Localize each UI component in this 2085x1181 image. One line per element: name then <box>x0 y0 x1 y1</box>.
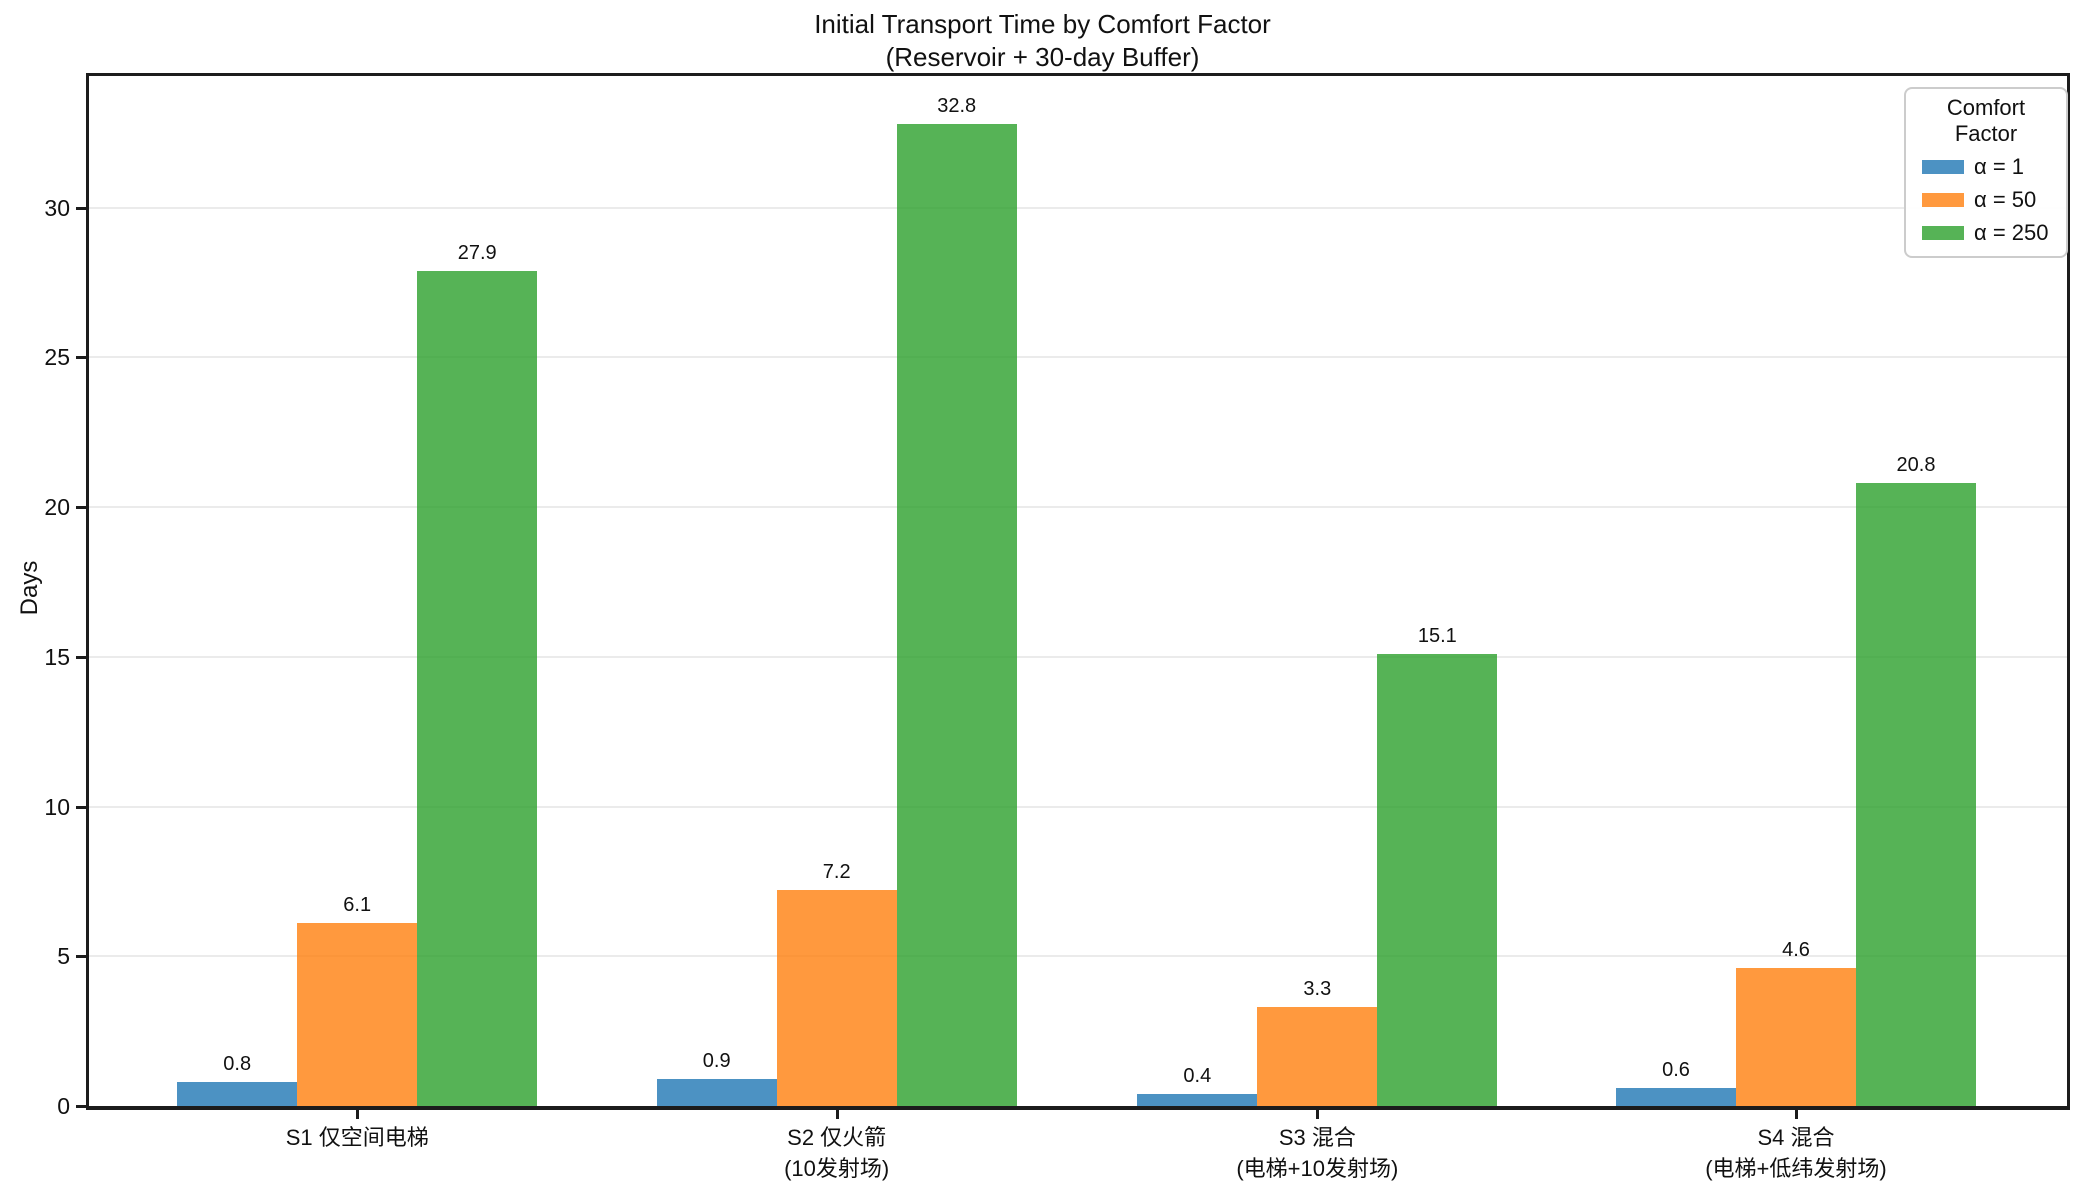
y-tick-mark <box>76 506 86 510</box>
bar-S4 混合-α = 250 <box>1856 483 1976 1106</box>
bar-value-label: 3.3 <box>1303 978 1332 1001</box>
x-tick-mark <box>835 1109 839 1119</box>
bar-value-label: 4.6 <box>1782 939 1810 962</box>
bar-value-label: 0.4 <box>1183 1065 1212 1088</box>
y-tick-mark <box>76 955 86 959</box>
y-tick-label: 5 <box>57 943 70 970</box>
bar-S1 仅空间电梯-α = 250 <box>417 270 538 1106</box>
bar-S4 混合-α = 1 <box>1616 1088 1736 1106</box>
bar-value-label: 0.9 <box>702 1050 731 1073</box>
bar-S2 仅火箭-α = 1 <box>656 1079 777 1106</box>
bar-S4 混合-α = 50 <box>1736 968 1856 1106</box>
y-axis-label: Days <box>16 560 43 616</box>
x-tick-label: S2 仅火箭 (10发射场) <box>784 1125 890 1181</box>
x-tick-label: S3 混合 (电梯+10发射场) <box>1236 1125 1399 1181</box>
bar-S2 仅火箭-α = 50 <box>776 890 897 1106</box>
gridline-15 <box>89 655 2067 658</box>
y-tick-mark <box>76 655 86 659</box>
x-tick-mark <box>1795 1109 1798 1119</box>
plot-area: 0.8 6.1 27.9 0.9 7.2 32.8 0.4 3.3 15.1 0.6 4.6 20.8 <box>86 73 2070 1110</box>
x-tick-label: S4 混合 (电梯+低纬发射场) <box>1705 1125 1887 1181</box>
chart-title-line2: (Reservoir + 30-day Buffer) <box>885 42 1200 73</box>
gridlines <box>89 76 2067 1106</box>
bar-value-label: 7.2 <box>822 861 851 884</box>
gridline-30 <box>89 206 2067 209</box>
chart-title-line1: Initial Transport Time by Comfort Factor <box>814 9 1271 39</box>
bar-S3 混合-α = 250 <box>1377 653 1498 1106</box>
legend: Comfort Factor α = 1 α = 50 α = 250 <box>1904 87 2068 258</box>
gridline-25 <box>89 356 2067 359</box>
y-tick-label: 15 <box>44 643 70 670</box>
gridline-5 <box>89 955 2067 958</box>
legend-entry-label: α = 50 <box>1974 187 2037 212</box>
legend-color-patch <box>1922 193 1964 207</box>
legend-entries: α = 1 α = 50 α = 250 <box>1914 154 2058 246</box>
legend-entry-label: α = 250 <box>1974 220 2049 245</box>
x-tick-label: S1 仅空间电梯 <box>285 1125 429 1150</box>
legend-title: Comfort Factor <box>1946 95 2026 146</box>
y-tick-mark <box>76 1105 86 1108</box>
bars: 0.8 6.1 27.9 0.9 7.2 32.8 0.4 3.3 15.1 0.6 4.6 20.8 <box>89 76 2067 1106</box>
y-tick-mark <box>76 206 86 210</box>
bar-value-label: 32.8 <box>937 94 977 117</box>
legend-color-patch <box>1922 226 1964 240</box>
bar-S3 混合-α = 1 <box>1137 1094 1258 1106</box>
bar-S3 混合-α = 50 <box>1257 1007 1378 1106</box>
y-tick-mark <box>76 356 86 360</box>
x-tick-mark <box>356 1109 360 1119</box>
bar-value-label: 20.8 <box>1896 454 1936 477</box>
bar-value-label: 15.1 <box>1417 624 1457 647</box>
y-tick-label: 25 <box>44 344 70 371</box>
bar-S1 仅空间电梯-α = 1 <box>177 1082 298 1106</box>
bar-S1 仅空间电梯-α = 50 <box>297 923 418 1106</box>
bar-S2 仅火箭-α = 250 <box>896 123 1017 1106</box>
y-tick-label: 30 <box>44 194 70 221</box>
x-tick-mark <box>1316 1109 1320 1119</box>
gridline-10 <box>89 805 2067 808</box>
legend-entry: α = 50 <box>1922 187 2058 213</box>
legend-color-patch <box>1922 160 1964 174</box>
legend-entry: α = 250 <box>1922 220 2058 246</box>
legend-entry-label: α = 1 <box>1974 154 2025 179</box>
y-tick-mark <box>76 805 86 809</box>
bar-value-label: 27.9 <box>457 241 497 264</box>
y-tick-label: 10 <box>44 793 70 820</box>
legend-entry: α = 1 <box>1922 154 2058 180</box>
chart-title: Initial Transport Time by Comfort Factor… <box>0 8 2085 75</box>
bar-value-label: 6.1 <box>343 894 372 917</box>
y-tick-label: 20 <box>44 494 70 521</box>
bar-value-label: 0.6 <box>1662 1059 1690 1082</box>
gridline-20 <box>89 506 2067 509</box>
y-tick-label: 0 <box>57 1093 70 1119</box>
bar-value-label: 0.8 <box>223 1053 252 1076</box>
